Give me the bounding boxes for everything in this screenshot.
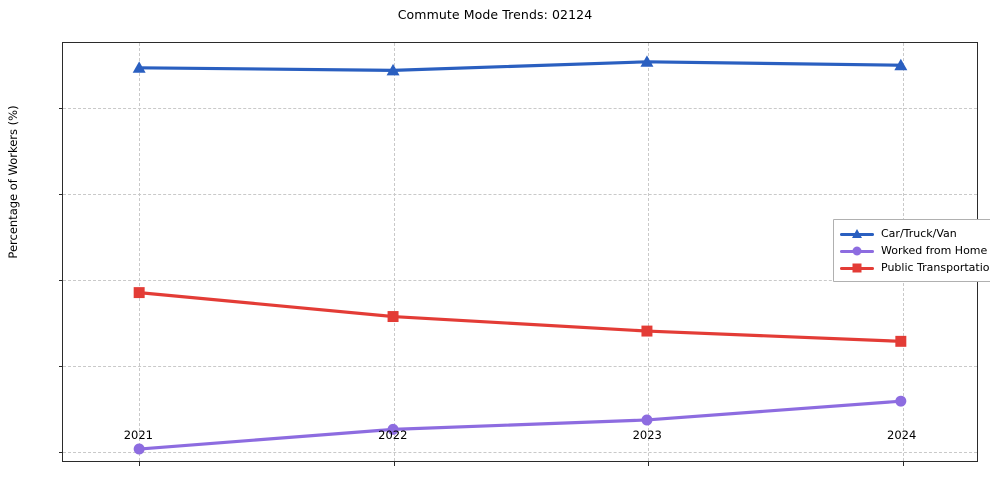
series-line (137, 399, 903, 451)
legend-marker-triangle (852, 228, 862, 238)
y-tick-mark (59, 365, 63, 367)
series-worked-from-home (133, 395, 907, 455)
y-tick-mark (59, 451, 63, 453)
chart-title: Commute Mode Trends: 02124 (397, 7, 593, 22)
legend-swatch-worked-from-home (840, 244, 874, 258)
legend-marker-square (852, 263, 862, 272)
legend-item-car-truck-van[interactable]: Car/Truck/Van (840, 225, 990, 242)
data-point-marker (387, 311, 399, 323)
legend-item-worked-from-home[interactable]: Worked from Home (840, 242, 990, 259)
data-point-marker (133, 443, 145, 455)
legend-label-worked-from-home: Worked from Home (881, 244, 988, 257)
data-point-marker (640, 55, 654, 67)
x-tick-mark (902, 462, 904, 466)
x-gridline (648, 43, 650, 461)
legend-item-public-transportation[interactable]: Public Transportation (840, 259, 990, 276)
y-gridline (63, 365, 977, 367)
data-point-marker (132, 61, 146, 73)
x-tick-label: 2024 (887, 428, 917, 442)
x-tick-label: 2021 (123, 428, 153, 442)
data-point-marker (641, 325, 653, 337)
y-tick-mark (59, 280, 63, 282)
data-point-marker (894, 58, 908, 71)
y-axis-label: Percentage of Workers (%) (6, 105, 20, 259)
series-line (137, 291, 903, 343)
plot-area (59, 42, 978, 466)
x-tick-mark (139, 462, 141, 466)
series-line (137, 60, 903, 72)
data-point-marker (895, 335, 907, 347)
chart-legend: Car/Truck/Van Worked from Home Public Tr… (833, 219, 990, 282)
series-public-transportation (133, 287, 907, 347)
legend-label-public-transportation: Public Transportation (881, 261, 990, 274)
y-gridline (63, 451, 977, 453)
y-tick-mark (59, 194, 63, 196)
x-tick-label: 2023 (632, 428, 662, 442)
x-gridline (139, 43, 141, 461)
x-gridline (393, 43, 395, 461)
y-tick-mark (59, 108, 63, 110)
legend-swatch-car-truck-van (840, 227, 874, 241)
series-layer (132, 55, 908, 455)
data-point-marker (895, 395, 907, 407)
y-gridline (63, 194, 977, 196)
data-point-marker (387, 423, 399, 435)
legend-label-car-truck-van: Car/Truck/Van (881, 227, 957, 240)
y-gridline (63, 280, 977, 282)
x-tick-label: 2022 (378, 428, 408, 442)
x-tick-mark (393, 462, 395, 466)
data-point-marker (641, 414, 653, 426)
series-car-truck-van (132, 55, 908, 76)
legend-swatch-public-transportation (840, 261, 874, 275)
data-point-marker (386, 63, 400, 76)
y-gridline (63, 108, 977, 110)
legend-marker-circle (852, 246, 862, 255)
x-tick-mark (648, 462, 650, 466)
data-point-marker (133, 287, 145, 299)
